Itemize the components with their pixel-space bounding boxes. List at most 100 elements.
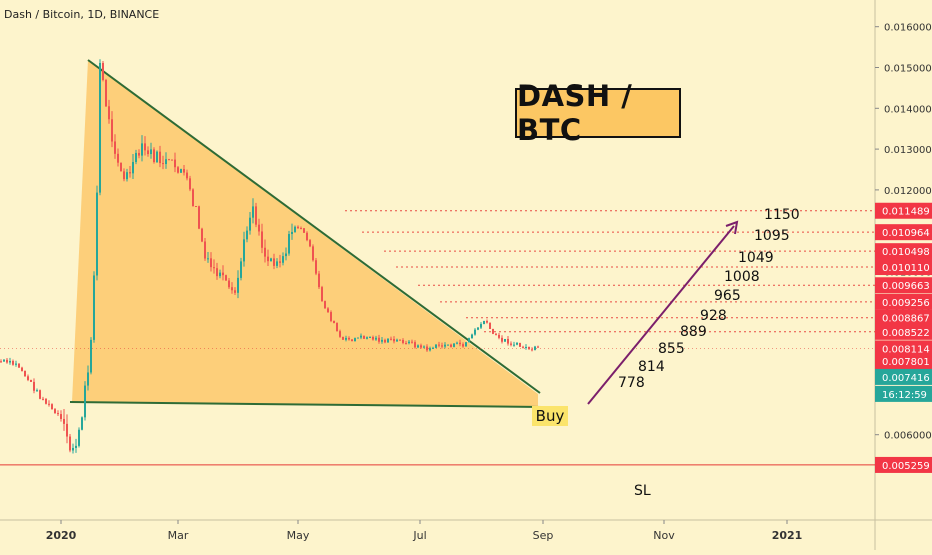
- candle-body: [252, 206, 254, 218]
- x-tick-label: May: [287, 529, 310, 542]
- price-label-text: 0.009663: [882, 281, 930, 292]
- candle: [177, 165, 179, 174]
- candle: [141, 135, 143, 162]
- price-label-text: 16:12:59: [882, 390, 927, 401]
- candle: [225, 274, 227, 281]
- candle: [405, 340, 407, 345]
- candle: [153, 147, 155, 164]
- candle: [57, 410, 59, 417]
- candle: [408, 339, 410, 345]
- candle-body: [78, 429, 80, 446]
- candle-body: [90, 339, 92, 373]
- candle: [459, 339, 461, 347]
- candle-body: [117, 153, 119, 163]
- candle-body: [276, 261, 278, 266]
- candle-body: [165, 159, 167, 165]
- candle-body: [246, 230, 248, 240]
- candle-body: [285, 253, 287, 257]
- target-label: 1008: [724, 269, 760, 285]
- pair-title-box: DASH / BTC: [515, 79, 681, 147]
- x-tick-label: Nov: [653, 529, 675, 542]
- candle: [510, 341, 512, 347]
- candle: [429, 346, 431, 352]
- candle-body: [72, 447, 74, 451]
- candle: [492, 328, 494, 335]
- candle-body: [69, 436, 71, 451]
- candle: [30, 379, 32, 383]
- y-tick-label: 0.013000: [884, 145, 932, 156]
- candle-body: [201, 228, 203, 242]
- candle: [324, 300, 326, 309]
- price-label-box: 0.010110: [875, 259, 932, 276]
- candle-body: [522, 346, 524, 348]
- candles: [0, 59, 539, 454]
- candle: [309, 238, 311, 248]
- candle-body: [114, 141, 116, 154]
- candle-body: [36, 390, 38, 392]
- candle: [456, 341, 458, 345]
- target-label: 965: [714, 288, 741, 304]
- candle: [51, 403, 53, 410]
- candle-body: [333, 320, 335, 324]
- candle: [135, 149, 137, 165]
- candle-body: [435, 344, 437, 348]
- candle-body: [255, 206, 257, 225]
- candle: [168, 158, 170, 161]
- candle: [489, 322, 491, 330]
- candle: [411, 339, 413, 344]
- price-label-box: 0.009256: [875, 293, 932, 310]
- buy-label: Buy: [532, 406, 568, 426]
- candle: [123, 168, 125, 182]
- candle: [426, 344, 428, 352]
- candle-body: [258, 224, 260, 232]
- candle: [534, 345, 536, 351]
- candle: [471, 333, 473, 339]
- candle: [537, 345, 539, 348]
- price-label-bg: [875, 456, 932, 473]
- candle-body: [12, 360, 14, 365]
- candle-body: [303, 228, 305, 233]
- candle: [102, 60, 104, 82]
- candle: [483, 320, 485, 325]
- candle: [39, 389, 41, 400]
- candle-body: [180, 169, 182, 173]
- candle: [438, 341, 440, 348]
- candle: [420, 343, 422, 349]
- candle-body: [84, 385, 86, 418]
- candle-body: [234, 290, 236, 293]
- candle: [258, 218, 260, 236]
- candle-body: [243, 239, 245, 262]
- candle: [42, 396, 44, 401]
- price-label-text: 0.011489: [882, 207, 930, 218]
- candle-body: [60, 414, 62, 419]
- y-tick-label: 0.012000: [884, 186, 932, 197]
- candle-body: [39, 390, 41, 399]
- candle-body: [99, 62, 101, 193]
- candle: [444, 342, 446, 349]
- candle: [354, 337, 356, 342]
- candle-body: [426, 346, 428, 351]
- candle-body: [111, 119, 113, 142]
- price-label-bg: [875, 224, 932, 241]
- candle-body: [207, 258, 209, 260]
- price-label-text: 0.009256: [882, 298, 930, 309]
- price-label-box: 0.010964: [875, 224, 932, 241]
- price-label-bg: [875, 293, 932, 310]
- x-tick-label: Mar: [168, 529, 189, 542]
- candle-body: [360, 335, 362, 338]
- candle: [360, 333, 362, 340]
- target-label: 778: [618, 375, 645, 391]
- candle: [282, 252, 284, 266]
- candle-body: [273, 258, 275, 266]
- candle-body: [453, 343, 455, 347]
- candle: [120, 162, 122, 172]
- candle-body: [18, 363, 20, 368]
- candle-body: [354, 338, 356, 342]
- candle-body: [3, 359, 5, 362]
- candle-body: [198, 206, 200, 229]
- candle-body: [291, 231, 293, 235]
- candle: [378, 334, 380, 344]
- target-label: 1095: [754, 228, 790, 244]
